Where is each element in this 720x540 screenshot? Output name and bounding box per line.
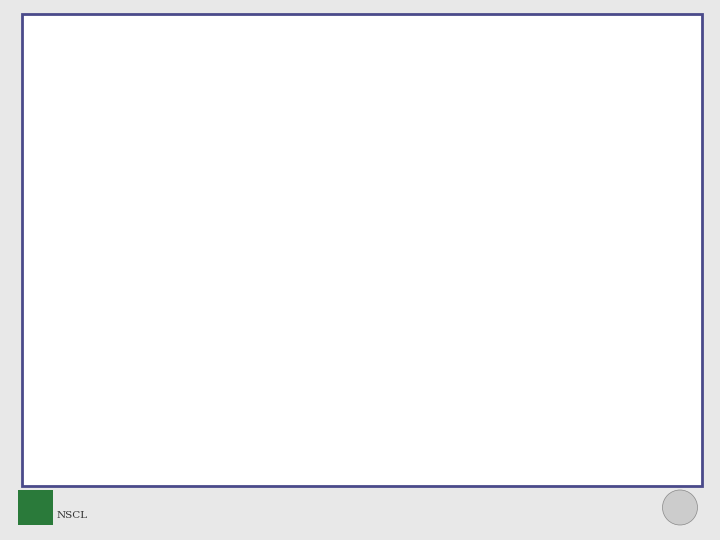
Text: What do we get out of (spherical) EDF?: What do we get out of (spherical) EDF? [38,52,413,70]
FancyBboxPatch shape [18,490,53,525]
Text: M(a,b) = - [BE(A+2,a,b) \u2013 BE(A)] - $e_a$ - $e_a$ gives the: M(a,b) = - [BE(A+2,a,b) \u2013 BE(A)] - … [68,270,560,292]
Circle shape [662,490,698,525]
Text: monopole two-body matrix element for nucleons: monopole two-body matrix element for nuc… [68,291,495,308]
Text: of harmonic oscillator).: of harmonic oscillator). [68,162,274,179]
Text: Radial wave functions in a finite-well (expanded in terms: Radial wave functions in a finite-well (… [68,141,570,158]
Text: BE(A) is a doubly closed-shell nucleus.: BE(A) is a doubly closed-shell nucleus. [68,237,408,254]
Text: 4): 4) [28,270,46,287]
Text: 2): 2) [28,141,46,158]
Text: constrained to be in orbitals  (n l j)$_a$  and (n l j)$_b$: constrained to be in orbitals (n l j)$_a… [68,312,481,334]
Text: NSCL: NSCL [57,511,88,520]
Text: 1): 1) [28,108,46,125]
Text: 3): 3) [28,195,46,212]
Text: $e_a$ = - [BE(A+1,a) \u2013 BE(A)] gives single-particle energies: $e_a$ = - [BE(A+1,a) \u2013 BE(A)] gives… [68,195,611,217]
Text: for the nucleons constrained to be in orbital (n l j)$_a$ where: for the nucleons constrained to be in or… [68,216,570,238]
Text: Binding energy for the closed shell: Binding energy for the closed shell [68,108,377,125]
